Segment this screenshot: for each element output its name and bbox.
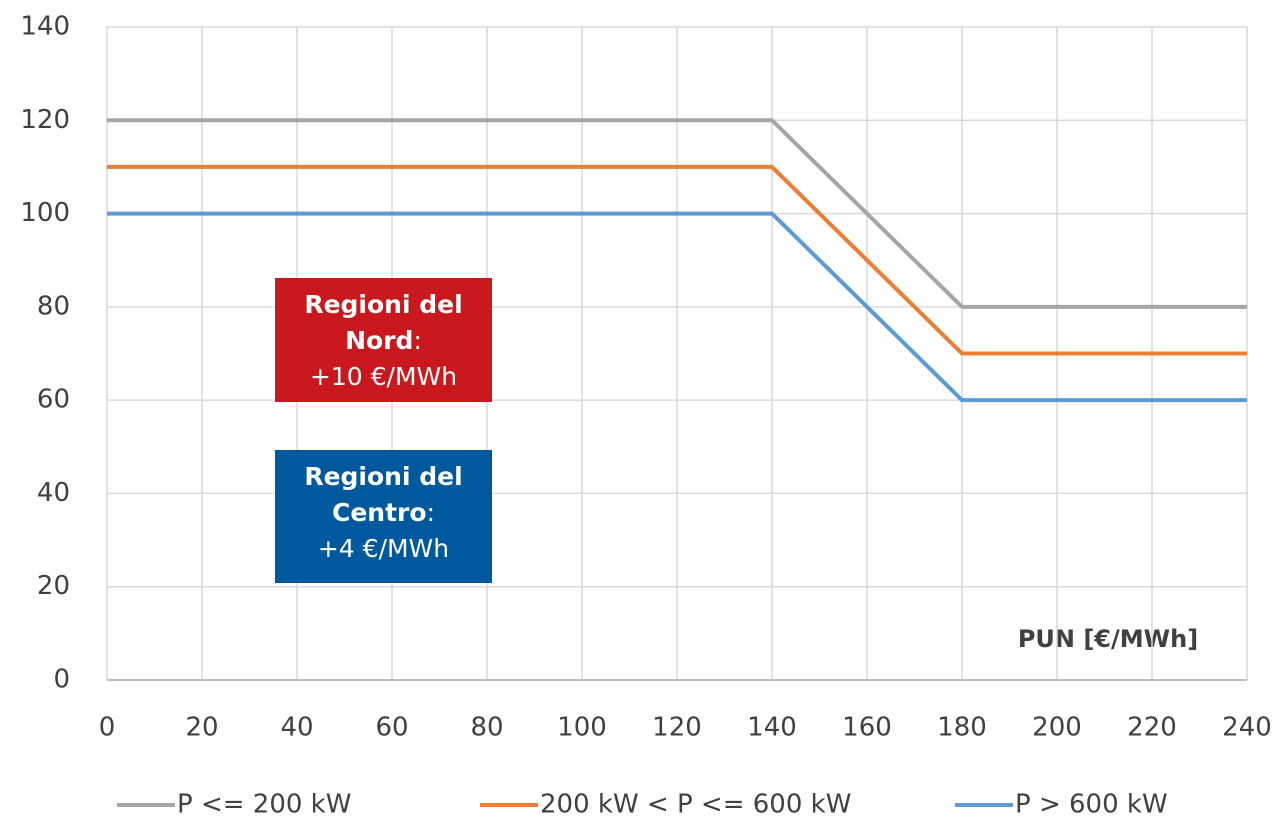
x-tick-label: 0 [99,713,116,743]
x-tick-label: 240 [1222,713,1272,743]
x-tick-label: 80 [470,713,503,743]
annotation-text: +10 €/MWh [310,362,457,391]
annotation-text: Centro: [332,498,435,527]
y-tick-label: 120 [20,105,70,135]
annotation-text: : [427,498,435,527]
annotation-text: Nord [345,326,413,355]
x-tick-label: 100 [557,713,607,743]
annotation-box [275,278,492,402]
x-tick-label: 200 [1032,713,1082,743]
x-axis-label: PUN [€/MWh] [1018,625,1198,653]
x-tick-label: 160 [842,713,892,743]
x-tick-label: 120 [652,713,702,743]
annotation-box [275,450,492,583]
x-tick-label: 220 [1127,713,1177,743]
legend-label: P <= 200 kW [177,790,351,820]
legend-label: P > 600 kW [1015,790,1168,820]
y-tick-label: 140 [20,12,70,42]
annotation-text: : [413,326,421,355]
y-tick-label: 60 [37,385,70,415]
y-tick-label: 40 [37,478,70,508]
x-tick-label: 140 [747,713,797,743]
y-tick-label: 0 [53,665,70,695]
series-line [107,118,1247,309]
x-tick-label: 40 [280,713,313,743]
y-tick-label: 20 [37,571,70,601]
annotation-text: Centro [332,498,427,527]
annotation-text: Nord: [345,326,422,355]
annotation-text: Regioni del [304,462,462,491]
y-tick-label: 80 [37,291,70,321]
x-tick-label: 180 [937,713,987,743]
x-tick-label: 20 [185,713,218,743]
annotation-text: Regioni del [304,290,462,319]
y-tick-label: 100 [20,198,70,228]
x-tick-label: 60 [375,713,408,743]
annotation-text: +4 €/MWh [318,534,449,563]
series-line [107,211,1247,403]
series-line [107,164,1247,356]
legend-label: 200 kW < P <= 600 kW [540,790,851,820]
